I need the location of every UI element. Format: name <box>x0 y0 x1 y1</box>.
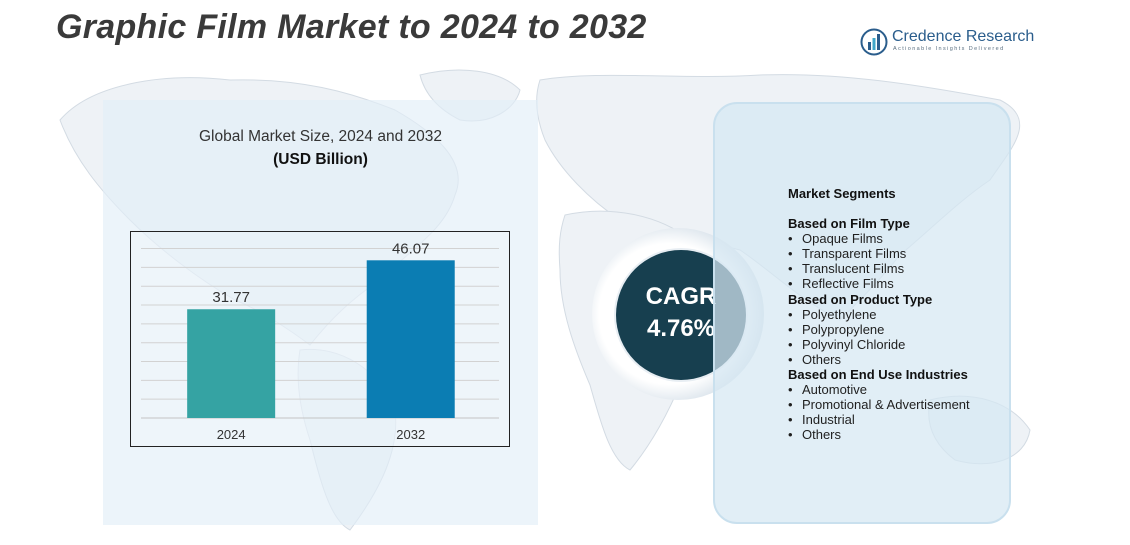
segment-item: Polypropylene <box>788 322 1008 337</box>
segment-item: Promotional & Advertisement <box>788 397 1008 412</box>
bar-2032 <box>366 260 455 418</box>
segment-item: Polyethylene <box>788 307 1008 322</box>
segment-item: Others <box>788 352 1008 367</box>
segment-group-title: Based on Product Type <box>788 291 933 307</box>
bar-chart: 31.77 2024 46.07 2032 <box>130 231 510 447</box>
segment-item: Industrial <box>788 412 1008 427</box>
segment-item: Others <box>788 427 1008 442</box>
credence-research-logo: Credence Research Actionable Insights De… <box>860 27 1040 59</box>
page-title: Graphic Film Market to 2024 to 2032 <box>56 8 647 46</box>
segment-item: Translucent Films <box>788 261 1008 276</box>
market-segments-list: Market Segments Based on Film Type Opaqu… <box>788 186 1008 443</box>
x-tick-label-2024: 2024 <box>217 427 246 442</box>
logo-tagline: Actionable Insights Delivered <box>893 46 1005 52</box>
cagr-value: 4.76% <box>646 315 716 342</box>
segment-group-title: Based on Film Type <box>788 216 910 232</box>
segment-item: Automotive <box>788 382 1008 397</box>
segment-item: Reflective Films <box>788 276 1008 291</box>
segment-item: Opaque Films <box>788 231 1008 246</box>
chart-title: Global Market Size, 2024 and 2032 <box>199 128 442 145</box>
segments-heading: Market Segments <box>788 186 896 201</box>
bar-chart-logo-icon <box>860 28 888 56</box>
segment-item: Polyvinyl Chloride <box>788 337 1008 352</box>
chart-unit-label: (USD Billion) <box>273 151 368 168</box>
segment-group-title: Based on End Use Industries <box>788 367 968 383</box>
segment-item: Transparent Films <box>788 246 1008 261</box>
bar-2024 <box>187 309 276 418</box>
data-label-2024: 31.77 <box>212 289 250 306</box>
logo-name: Credence Research <box>892 28 1035 45</box>
market-size-panel: Global Market Size, 2024 and 2032 (USD B… <box>103 100 538 525</box>
data-label-2032: 46.07 <box>392 240 430 257</box>
x-tick-label-2032: 2032 <box>396 427 425 442</box>
cagr-label: CAGR <box>645 283 717 310</box>
bar-chart-canvas: 31.77 2024 46.07 2032 <box>141 240 499 442</box>
